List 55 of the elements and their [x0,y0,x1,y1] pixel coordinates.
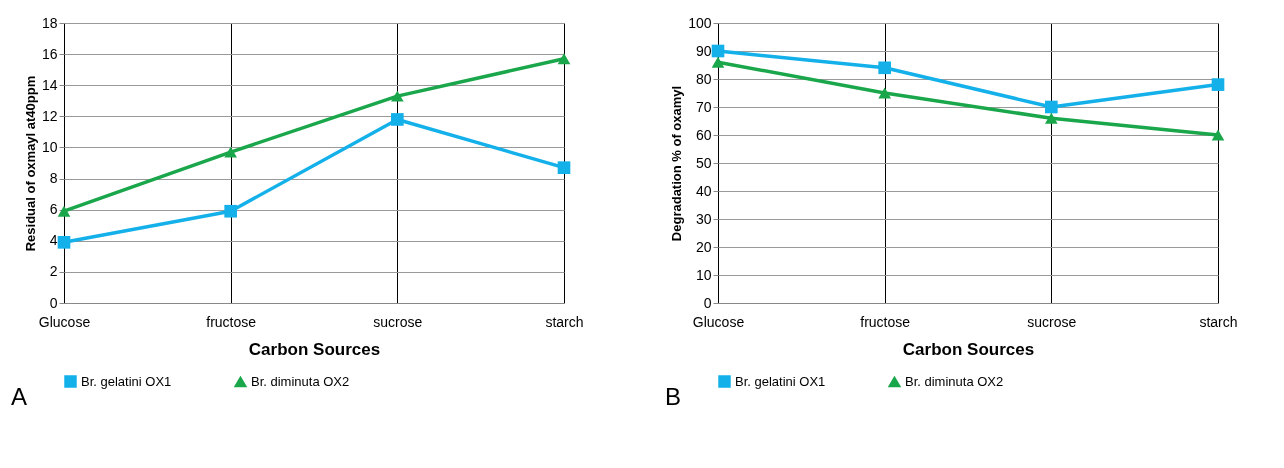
y-tick-label: 18 [41,14,58,31]
y-tick-label: 80 [695,70,712,87]
point [557,53,571,65]
x-tick-label: sucrose [1027,313,1077,330]
legend-label: Br. gelatini OX1 [735,373,826,389]
text: A [10,383,28,410]
x-tick-label: starch [545,313,584,330]
text: B [664,383,682,410]
y-tick-label: 8 [49,170,58,187]
y-tick-label: 2 [49,263,58,280]
point [1211,78,1225,91]
legend-label: Br. diminuta OX2 [905,373,1004,389]
y-tick-label: 12 [41,107,58,124]
legend-label: Br. gelatini OX1 [81,373,172,389]
point [1045,112,1058,124]
y-tick-label: 60 [695,126,712,143]
point [391,113,404,126]
y-axis-title: Residual of oxmayl at40ppm [22,75,38,252]
y-tick-label: 6 [49,201,58,218]
x-tick-label: Glucose [38,313,91,330]
point [878,87,891,99]
point [391,90,404,102]
point [224,204,237,218]
y-tick-label: 100 [688,14,712,31]
point [224,146,237,158]
point [1211,129,1225,141]
y-tick-label: 10 [41,138,58,155]
y-tick-label: 70 [695,98,712,115]
y-tick-label: 0 [49,294,58,311]
y-tick-label: 4 [49,232,58,249]
point [711,44,725,58]
x-axis-title: Carbon Sources [902,339,1035,359]
x-tick-label: sucrose [373,313,423,330]
x-axis-title: Carbon Sources [248,339,381,359]
x-tick-label: fructose [206,313,257,330]
y-tick-label: 40 [695,182,712,199]
point [557,161,571,174]
y-tick-label: 50 [695,154,712,171]
y-tick-label: 20 [695,238,712,255]
x-tick-label: starch [1199,313,1238,330]
y-tick-label: 90 [695,42,712,59]
point [57,205,71,217]
y-tick-label: 0 [703,294,712,311]
y-tick-label: 16 [41,45,58,62]
point [711,56,725,68]
x-tick-label: fructose [860,313,911,330]
y-tick-label: 10 [695,266,712,283]
point [57,236,71,249]
y-axis-title: Degradation % of oxamyl [669,85,685,242]
point [1045,100,1058,114]
y-tick-label: 30 [695,210,712,227]
point [878,61,891,75]
y-tick-label: 14 [41,76,58,93]
legend-label: Br. diminuta OX2 [251,373,350,389]
x-tick-label: Glucose [692,313,745,330]
